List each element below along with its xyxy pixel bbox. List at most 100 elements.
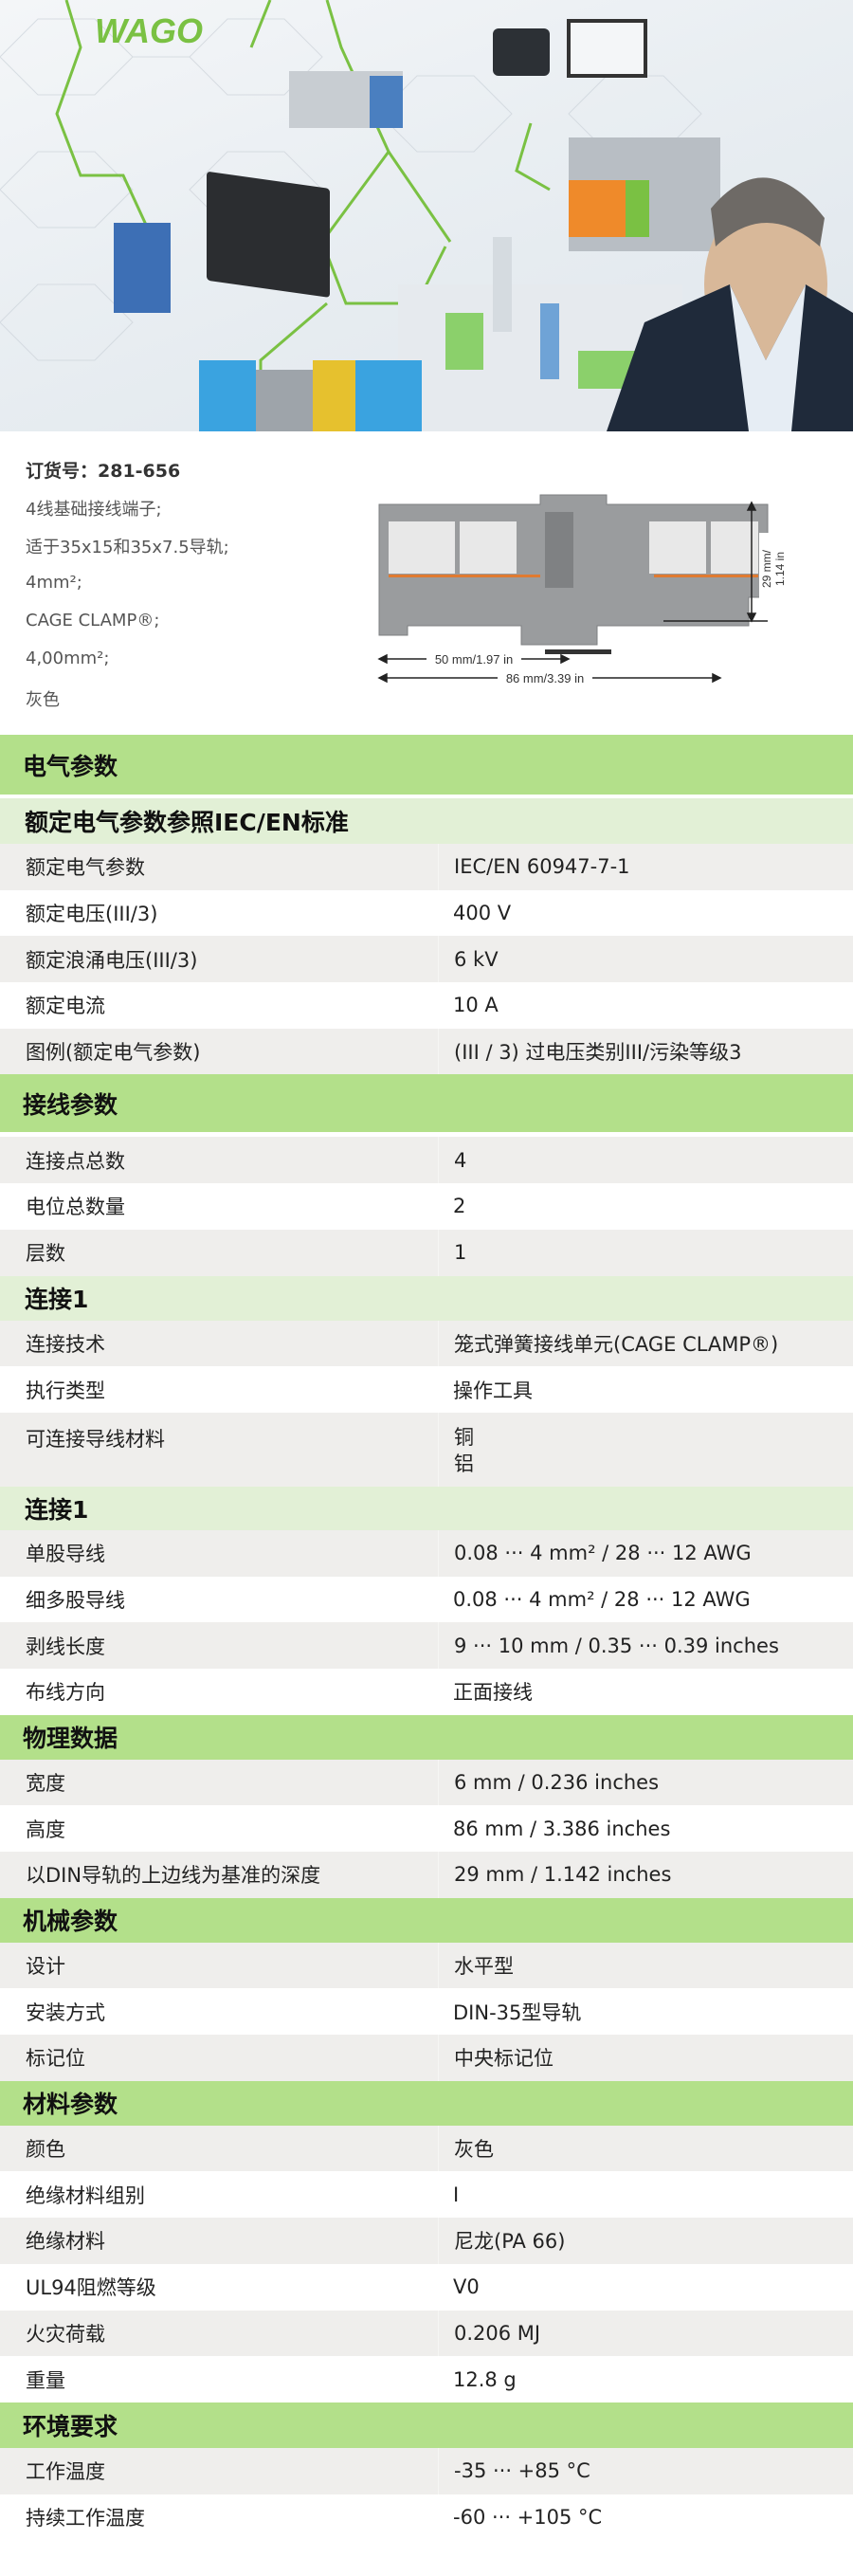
param-name: 火灾荷载	[26, 2322, 105, 2346]
product-summary: 订货号：281-656 4线基础接线端子; 适于35x15和35x7.5导轨; …	[0, 431, 853, 735]
table-row: 布线方向 正面接线	[0, 1669, 853, 1715]
param-value: -60 ··· +105 °C	[453, 2505, 603, 2529]
param-value: 水平型	[438, 1942, 853, 1989]
table-row: 额定电气参数 IEC/EN 60947-7-1	[0, 844, 853, 890]
param-name: 连接技术	[26, 1332, 105, 1356]
param-value: 0.08 ··· 4 mm² / 28 ··· 12 AWG	[453, 1587, 751, 1611]
order-number: 订货号：281-656	[26, 461, 181, 482]
table-row: 火灾荷载 0.206 MJ	[0, 2310, 853, 2357]
param-name: 可连接导线材料	[26, 1427, 165, 1451]
hero-illustration: WAGO	[0, 0, 853, 431]
param-value: 6 kV	[438, 936, 853, 983]
table-row: 可连接导线材料 铜铝	[0, 1412, 853, 1487]
param-name: 连接点总数	[26, 1149, 125, 1173]
param-value: 操作工具	[453, 1379, 533, 1402]
param-name: 重量	[26, 2368, 65, 2392]
param-name: 宽度	[26, 1771, 65, 1795]
table-row: 额定电压(III/3) 400 V	[0, 890, 853, 937]
param-name: 布线方向	[26, 1681, 105, 1705]
section-header: 物理数据	[0, 1714, 853, 1760]
param-name: 单股导线	[26, 1543, 105, 1566]
param-value: 1	[438, 1229, 853, 1276]
table-row: 以DIN导轨的上边线为基准的深度 29 mm / 1.142 inches	[0, 1852, 853, 1898]
summary-line: 4线基础接线端子;	[26, 500, 162, 520]
param-value: 尼龙(PA 66)	[438, 2218, 853, 2264]
wago-logo: WAGO	[95, 11, 203, 50]
divider	[0, 795, 853, 798]
dimension-height: 29 mm/	[760, 549, 773, 588]
table-row: 细多股导线 0.08 ··· 4 mm² / 28 ··· 12 AWG	[0, 1577, 853, 1623]
param-value: -35 ··· +85 °C	[438, 2447, 853, 2494]
param-name: 绝缘材料组别	[26, 2183, 145, 2207]
section-header: 材料参数	[0, 2080, 853, 2126]
table-row: 图例(额定电气参数) (III / 3) 过电压类别III/污染等级3	[0, 1028, 853, 1075]
table-row: 绝缘材料组别 I	[0, 2171, 853, 2218]
table-row: 高度 86 mm / 3.386 inches	[0, 1805, 853, 1852]
param-name: 安装方式	[26, 2001, 105, 2024]
param-name: 颜色	[26, 2138, 65, 2162]
table-row: 执行类型 操作工具	[0, 1366, 853, 1413]
param-value: 12.8 g	[453, 2367, 517, 2391]
table-row: 工作温度 -35 ··· +85 °C	[0, 2447, 853, 2494]
param-name: 持续工作温度	[26, 2506, 145, 2530]
param-name: 电位总数量	[26, 1196, 125, 1219]
param-name: 额定电气参数	[26, 856, 145, 880]
param-value: 2	[453, 1195, 466, 1218]
param-value: (III / 3) 过电压类别III/污染等级3	[438, 1028, 853, 1075]
param-value: 0.206 MJ	[438, 2310, 853, 2357]
param-value: 400 V	[453, 902, 512, 925]
param-value: IEC/EN 60947-7-1	[438, 844, 853, 890]
param-value: 10 A	[453, 994, 499, 1017]
param-value: I	[453, 2183, 460, 2206]
param-value: 6 mm / 0.236 inches	[438, 1759, 853, 1806]
section-header: 环境要求	[0, 2402, 853, 2448]
divider	[0, 1132, 853, 1138]
table-row: 额定浪涌电压(III/3) 6 kV	[0, 936, 853, 983]
table-row: 绝缘材料 尼龙(PA 66)	[0, 2218, 853, 2264]
section-header: 机械参数	[0, 1897, 853, 1943]
table-row: UL94阻燃等级 V0	[0, 2264, 853, 2311]
table-row: 重量 12.8 g	[0, 2356, 853, 2402]
table-row: 单股导线 0.08 ··· 4 mm² / 28 ··· 12 AWG	[0, 1529, 853, 1577]
table-row: 连接点总数 4	[0, 1137, 853, 1184]
param-value: 中央标记位	[438, 2035, 853, 2081]
param-name: 标记位	[26, 2047, 85, 2071]
param-value: 笼式弹簧接线单元(CAGE CLAMP®)	[438, 1320, 853, 1367]
section-header: 连接1	[0, 1486, 853, 1530]
param-value: 0.08 ··· 4 mm² / 28 ··· 12 AWG	[438, 1529, 853, 1577]
param-name: 细多股导线	[26, 1588, 125, 1612]
param-name: 额定电流	[26, 995, 105, 1018]
param-name: 以DIN导轨的上边线为基准的深度	[26, 1864, 321, 1888]
dimension-width: 50 mm/1.97 in	[435, 652, 513, 667]
table-row: 电位总数量 2	[0, 1183, 853, 1230]
param-name: 执行类型	[26, 1379, 105, 1402]
param-value: V0	[453, 2275, 480, 2299]
summary-line: 4mm²;	[26, 573, 82, 593]
table-row: 额定电流 10 A	[0, 982, 853, 1029]
param-value-line: 铝	[454, 1452, 474, 1475]
param-name: UL94阻燃等级	[26, 2276, 156, 2300]
svg-text:WAGO: WAGO	[95, 11, 203, 50]
param-value: 4	[438, 1137, 853, 1184]
param-name: 工作温度	[26, 2460, 105, 2484]
param-value: 29 mm / 1.142 inches	[438, 1852, 853, 1898]
table-row: 标记位 中央标记位	[0, 2035, 853, 2081]
param-value: 铜铝	[438, 1412, 853, 1487]
table-row: 颜色 灰色	[0, 2125, 853, 2172]
spec-table: 电气参数 额定电气参数参照IEC/EN标准 额定电气参数 IEC/EN 60947-7…	[0, 735, 853, 2540]
param-name: 剥线长度	[26, 1635, 105, 1658]
table-row: 设计 水平型	[0, 1942, 853, 1989]
param-value: DIN-35型导轨	[453, 2001, 582, 2024]
product-dimension-drawing: 50 mm/1.97 in 86 mm/3.39 in 29 mm/ 1.14 …	[377, 494, 787, 686]
table-row: 连接技术 笼式弹簧接线单元(CAGE CLAMP®)	[0, 1320, 853, 1367]
param-value-line: 铜	[454, 1425, 474, 1449]
param-value: 86 mm / 3.386 inches	[453, 1817, 671, 1840]
dimension-length: 86 mm/3.39 in	[506, 671, 584, 685]
param-name: 额定浪涌电压(III/3)	[26, 948, 198, 972]
param-value: 正面接线	[453, 1681, 533, 1705]
param-name: 设计	[26, 1955, 65, 1979]
param-name: 层数	[26, 1242, 65, 1266]
table-row: 持续工作温度 -60 ··· +105 °C	[0, 2494, 853, 2541]
param-name: 绝缘材料	[26, 2230, 105, 2254]
summary-line: CAGE CLAMP®;	[26, 611, 160, 630]
